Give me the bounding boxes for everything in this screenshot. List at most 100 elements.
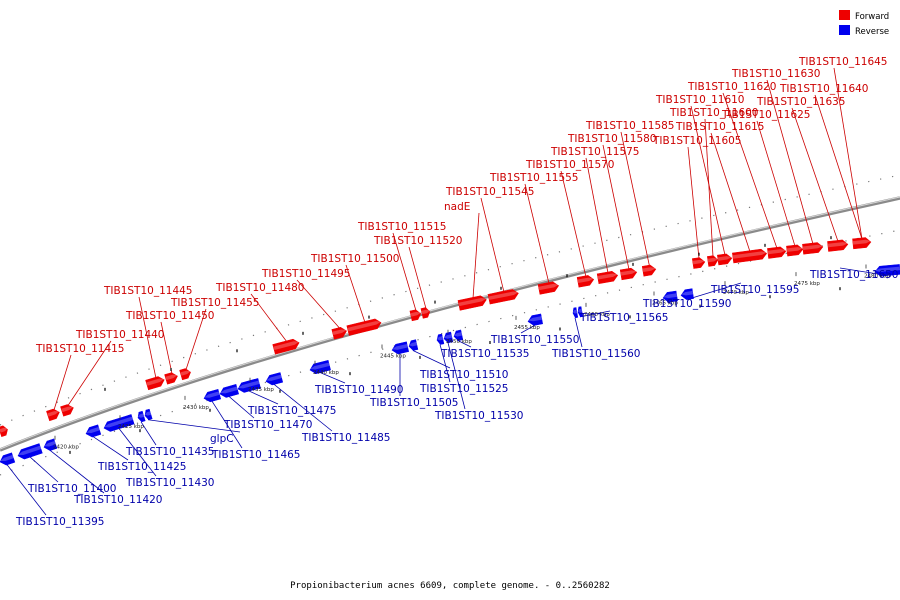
scale-ticks: 2420 kbp 2425 kbp 2430 kbp 2435 kbp 2440 kbp… <box>53 236 890 454</box>
forward-gene[interactable] <box>767 246 787 259</box>
scale-tick-label: 2435 kbp <box>248 387 274 393</box>
forward-gene[interactable] <box>409 309 422 322</box>
forward-gene-shine <box>597 273 618 280</box>
reverse-gene-shine <box>444 334 453 339</box>
forward-callout-line <box>296 279 341 329</box>
reverse-gene[interactable] <box>572 307 579 319</box>
reverse-gene[interactable] <box>874 264 900 277</box>
forward-gene[interactable] <box>707 255 719 267</box>
reverse-gene-label: TIB1ST10_11475 <box>247 405 337 417</box>
forward-gene[interactable] <box>457 295 487 311</box>
forward-gene[interactable] <box>346 318 382 336</box>
forward-gene[interactable] <box>46 408 61 422</box>
forward-gene[interactable] <box>420 307 431 319</box>
reverse-callout-line <box>439 344 451 383</box>
forward-gene-label: TIB1ST10_11580 <box>567 133 657 145</box>
reverse-gene[interactable] <box>662 290 678 303</box>
reverse-callout-line <box>457 340 472 348</box>
reverse-callout-line <box>520 324 536 334</box>
reverse-callout-line <box>273 384 333 432</box>
reverse-gene[interactable] <box>219 384 239 398</box>
reverse-gene-label: TIB1ST10_11435 <box>125 446 215 458</box>
forward-gene[interactable] <box>164 371 179 385</box>
reverse-genes <box>0 264 900 466</box>
reverse-gene-label: TIB1ST10_11510 <box>419 369 509 381</box>
forward-callout-line <box>345 264 366 323</box>
forward-gene-label: TIB1ST10_11445 <box>103 285 193 297</box>
reverse-gene[interactable] <box>577 306 584 318</box>
forward-gene[interactable] <box>272 338 301 355</box>
reverse-gene-label: TIB1ST10_11465 <box>211 449 301 461</box>
forward-gene[interactable] <box>802 242 824 255</box>
forward-gene-label: TIB1ST10_11625 <box>721 109 811 121</box>
reverse-gene[interactable] <box>436 333 445 345</box>
forward-gene[interactable] <box>717 253 733 266</box>
forward-gene[interactable] <box>619 267 638 281</box>
forward-gene[interactable] <box>641 264 657 277</box>
legend: Forward Reverse <box>839 10 889 37</box>
reverse-gene[interactable] <box>16 443 43 461</box>
forward-gene[interactable] <box>732 248 768 264</box>
reverse-gene-shine <box>86 426 100 433</box>
forward-gene-shine <box>146 378 165 386</box>
reverse-gene[interactable] <box>443 331 454 344</box>
reverse-gene[interactable] <box>137 410 146 423</box>
forward-callout-line <box>250 293 288 343</box>
forward-gene[interactable] <box>487 288 519 305</box>
reverse-gene[interactable] <box>391 341 410 355</box>
scale-tick-label: 2450 kbp <box>446 339 472 345</box>
forward-callout-line <box>524 183 550 284</box>
forward-gene-label: TIB1ST10_11635 <box>756 96 846 108</box>
reverse-gene[interactable] <box>103 414 135 432</box>
forward-callout-line <box>160 321 173 374</box>
forward-callout-line <box>185 308 207 370</box>
forward-gene-label: TIB1ST10_11495 <box>261 268 351 280</box>
label-callout-lines <box>6 67 888 516</box>
forward-gene[interactable] <box>596 270 619 284</box>
reverse-gene[interactable] <box>453 329 464 341</box>
forward-gene[interactable] <box>691 257 706 269</box>
forward-callout-line <box>756 120 796 247</box>
scale-tick-label: 2480 kbp <box>864 274 890 280</box>
reverse-gene[interactable] <box>680 288 694 301</box>
forward-gene[interactable] <box>827 239 849 252</box>
reverse-gene[interactable] <box>42 438 58 452</box>
forward-callout-line <box>791 107 839 242</box>
scale-tick-label: 2475 kbp <box>794 281 820 287</box>
forward-gene-shine <box>692 259 705 265</box>
forward-gene[interactable] <box>852 237 872 250</box>
reverse-gene[interactable] <box>144 408 153 421</box>
reverse-gene-label: TIB1ST10_11505 <box>369 397 459 409</box>
forward-gene[interactable] <box>60 403 74 417</box>
reverse-gene[interactable] <box>203 388 222 403</box>
forward-gene[interactable] <box>0 425 9 438</box>
genome-caption: Propionibacterium acnes 6609, complete g… <box>290 581 610 591</box>
forward-gene-shine <box>47 411 60 417</box>
forward-callout-line <box>408 246 427 309</box>
forward-gene[interactable] <box>576 275 595 288</box>
forward-gene[interactable] <box>537 281 560 295</box>
reverse-gene[interactable] <box>408 339 419 352</box>
forward-callout-line <box>560 170 587 277</box>
forward-gene-label: TIB1ST10_11600 <box>669 107 759 119</box>
reverse-gene-shine <box>663 293 678 299</box>
forward-gene[interactable] <box>786 244 804 257</box>
reverse-gene[interactable] <box>527 313 543 326</box>
forward-gene[interactable] <box>331 326 348 340</box>
reverse-gene[interactable] <box>237 378 261 393</box>
forward-callout-line <box>687 146 700 259</box>
reverse-gene[interactable] <box>84 424 102 439</box>
forward-callout-line <box>53 354 72 411</box>
forward-callout-line <box>704 118 714 257</box>
forward-gene-label: TIB1ST10_11415 <box>35 343 125 355</box>
forward-callout-line <box>690 105 726 256</box>
reverse-gene-label: TIB1ST10_11595 <box>710 284 800 296</box>
scale-tick-label: 2455 kbp <box>514 325 540 331</box>
reverse-gene[interactable] <box>265 372 284 387</box>
forward-gene[interactable] <box>145 375 166 391</box>
forward-gene-label: TIB1ST10_11605 <box>652 135 742 147</box>
reverse-gene[interactable] <box>0 452 16 467</box>
forward-gene[interactable] <box>179 367 192 381</box>
forward-gene-labels: TIB1ST10_11415 TIB1ST10_11440 TIB1ST10_114… <box>35 56 888 355</box>
reverse-gene-shine <box>204 391 220 398</box>
